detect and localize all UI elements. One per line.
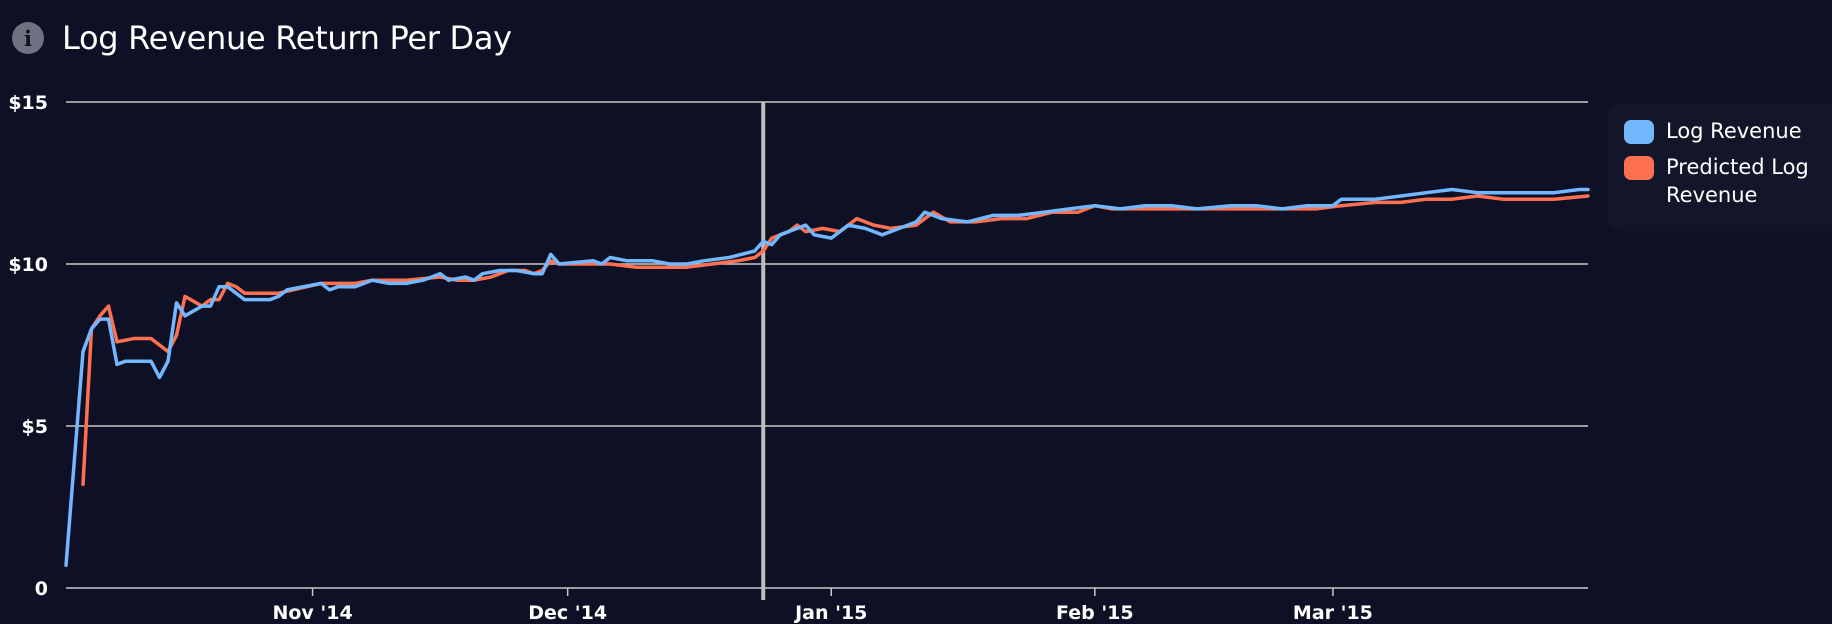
series-line-predicted-log-revenue (81, 194, 1590, 487)
x-tick-label: Nov '14 (272, 602, 352, 624)
legend: Log Revenue Predicted Log Revenue (1608, 103, 1832, 231)
legend-item-predicted-log-revenue[interactable]: Predicted Log Revenue (1624, 153, 1832, 209)
x-tick-label: Jan '15 (793, 602, 867, 624)
legend-item-log-revenue[interactable]: Log Revenue (1624, 117, 1832, 145)
series-line-log-revenue (64, 187, 1590, 568)
x-tick-label: Mar '15 (1293, 602, 1373, 624)
y-tick-label: $10 (8, 254, 48, 276)
legend-label-predicted-log-revenue: Predicted Log Revenue (1666, 155, 1809, 207)
y-tick-label: $5 (22, 416, 48, 438)
info-icon[interactable]: i (12, 22, 44, 54)
y-tick-label: $15 (8, 92, 48, 114)
x-tick-label: Feb '15 (1056, 602, 1134, 624)
chart-title: Log Revenue Return Per Day (62, 19, 512, 57)
y-tick-label: 0 (35, 578, 48, 600)
legend-swatch-log-revenue (1624, 120, 1654, 144)
chart-header: i Log Revenue Return Per Day (12, 18, 512, 58)
x-tick-label: Dec '14 (528, 602, 607, 624)
legend-label-log-revenue: Log Revenue (1666, 119, 1802, 143)
legend-swatch-predicted-log-revenue (1624, 156, 1654, 180)
